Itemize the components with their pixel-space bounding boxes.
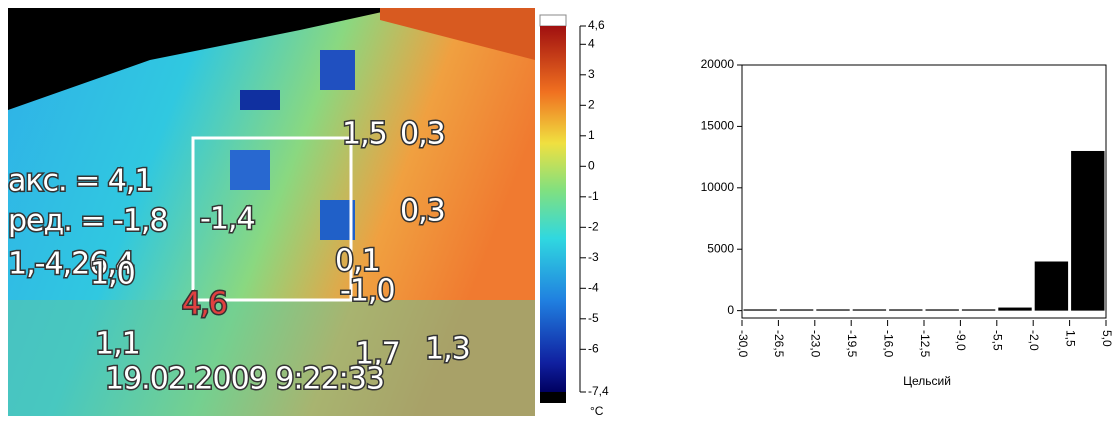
overlay-text: 1,5 [342,117,387,152]
x-tick-label: -30,0 [736,330,750,358]
bar [998,307,1032,311]
scale-tick-label: -4 [588,280,599,294]
x-tick-label: 1,5 [1063,330,1077,347]
bar [816,309,850,311]
scale-cap [540,392,566,403]
bar [961,309,996,311]
y-tick-label: 15000 [701,119,735,133]
ground [8,300,535,416]
y-tick-label: 10000 [701,180,735,194]
bar [925,309,959,311]
y-tick-label: 5000 [707,241,734,255]
overlay-text: акс. = 4,1 [8,164,152,199]
bar [852,309,887,311]
thermal-image: акс. = 4,1 ред. = -1,8 1,5 0,3 -1,4 0,3 … [7,8,1107,418]
x-tick-label: -16,0 [881,330,895,358]
scale-tick-label: 0 [588,158,595,172]
window [320,200,355,240]
scale-unit: °C [590,404,604,418]
overlay-text: 1,0 [90,257,135,292]
bar [889,309,923,311]
overlay-text: -1,4 [200,202,255,237]
x-tick-label: -23,0 [809,330,823,358]
sky [8,8,400,110]
x-tick-label: -19,5 [845,330,859,358]
scale-tick-label: 1 [588,128,595,142]
roof [380,8,535,60]
plot-frame [741,64,1107,319]
overlay-text: 0,1 [335,244,380,279]
bar [779,309,814,311]
scale-tick-label: -7,4 [588,384,609,398]
scale-tick-label: 3 [588,67,595,81]
overlay-text: 0,3 [400,194,445,229]
x-tick-label: -2,0 [1027,330,1041,351]
window [230,150,270,190]
x-axis-title: Цельсий [903,374,951,388]
overlay-text: 1,3 [425,332,470,367]
scale-tick-label: -3 [588,250,599,264]
measure-box [191,136,353,302]
overlay-text: -1,0 [340,274,395,309]
bar [1071,150,1105,311]
scale-tick-label: -2 [588,219,599,233]
bar [1034,261,1069,311]
overlay-text: 1,1 [95,327,140,362]
scale-tick-label: 4 [588,36,595,50]
x-tick-label: 5,0 [1100,330,1114,347]
x-tick-label: -12,5 [918,330,932,358]
scale-cap [539,14,567,27]
window [320,50,355,90]
overlay-text: 1,-4,26,4 [8,247,134,282]
overlay-text: 19.02.2009 9:22:33 [105,362,384,397]
overlay-text: 0,3 [400,117,445,152]
overlay-text: 1,7 [355,337,400,372]
overlay-text: 4,6 [182,287,227,322]
scale-tick-label: -1 [588,189,599,203]
overlay-text: ред. = -1,8 [8,204,168,239]
y-tick-label: 0 [727,303,734,317]
x-tick-label: -5,5 [991,330,1005,351]
window [240,90,280,110]
color-scale [540,26,566,392]
x-tick-label: -9,0 [954,330,968,351]
y-tick-label: 20000 [701,57,735,71]
scale-tick-label: -6 [588,341,599,355]
scale-tick-label: -5 [588,311,599,325]
scale-tick-label: 2 [588,97,595,111]
bar [743,309,777,311]
x-tick-label: -26,5 [772,330,786,358]
scale-tick-label: 4,6 [588,18,605,32]
